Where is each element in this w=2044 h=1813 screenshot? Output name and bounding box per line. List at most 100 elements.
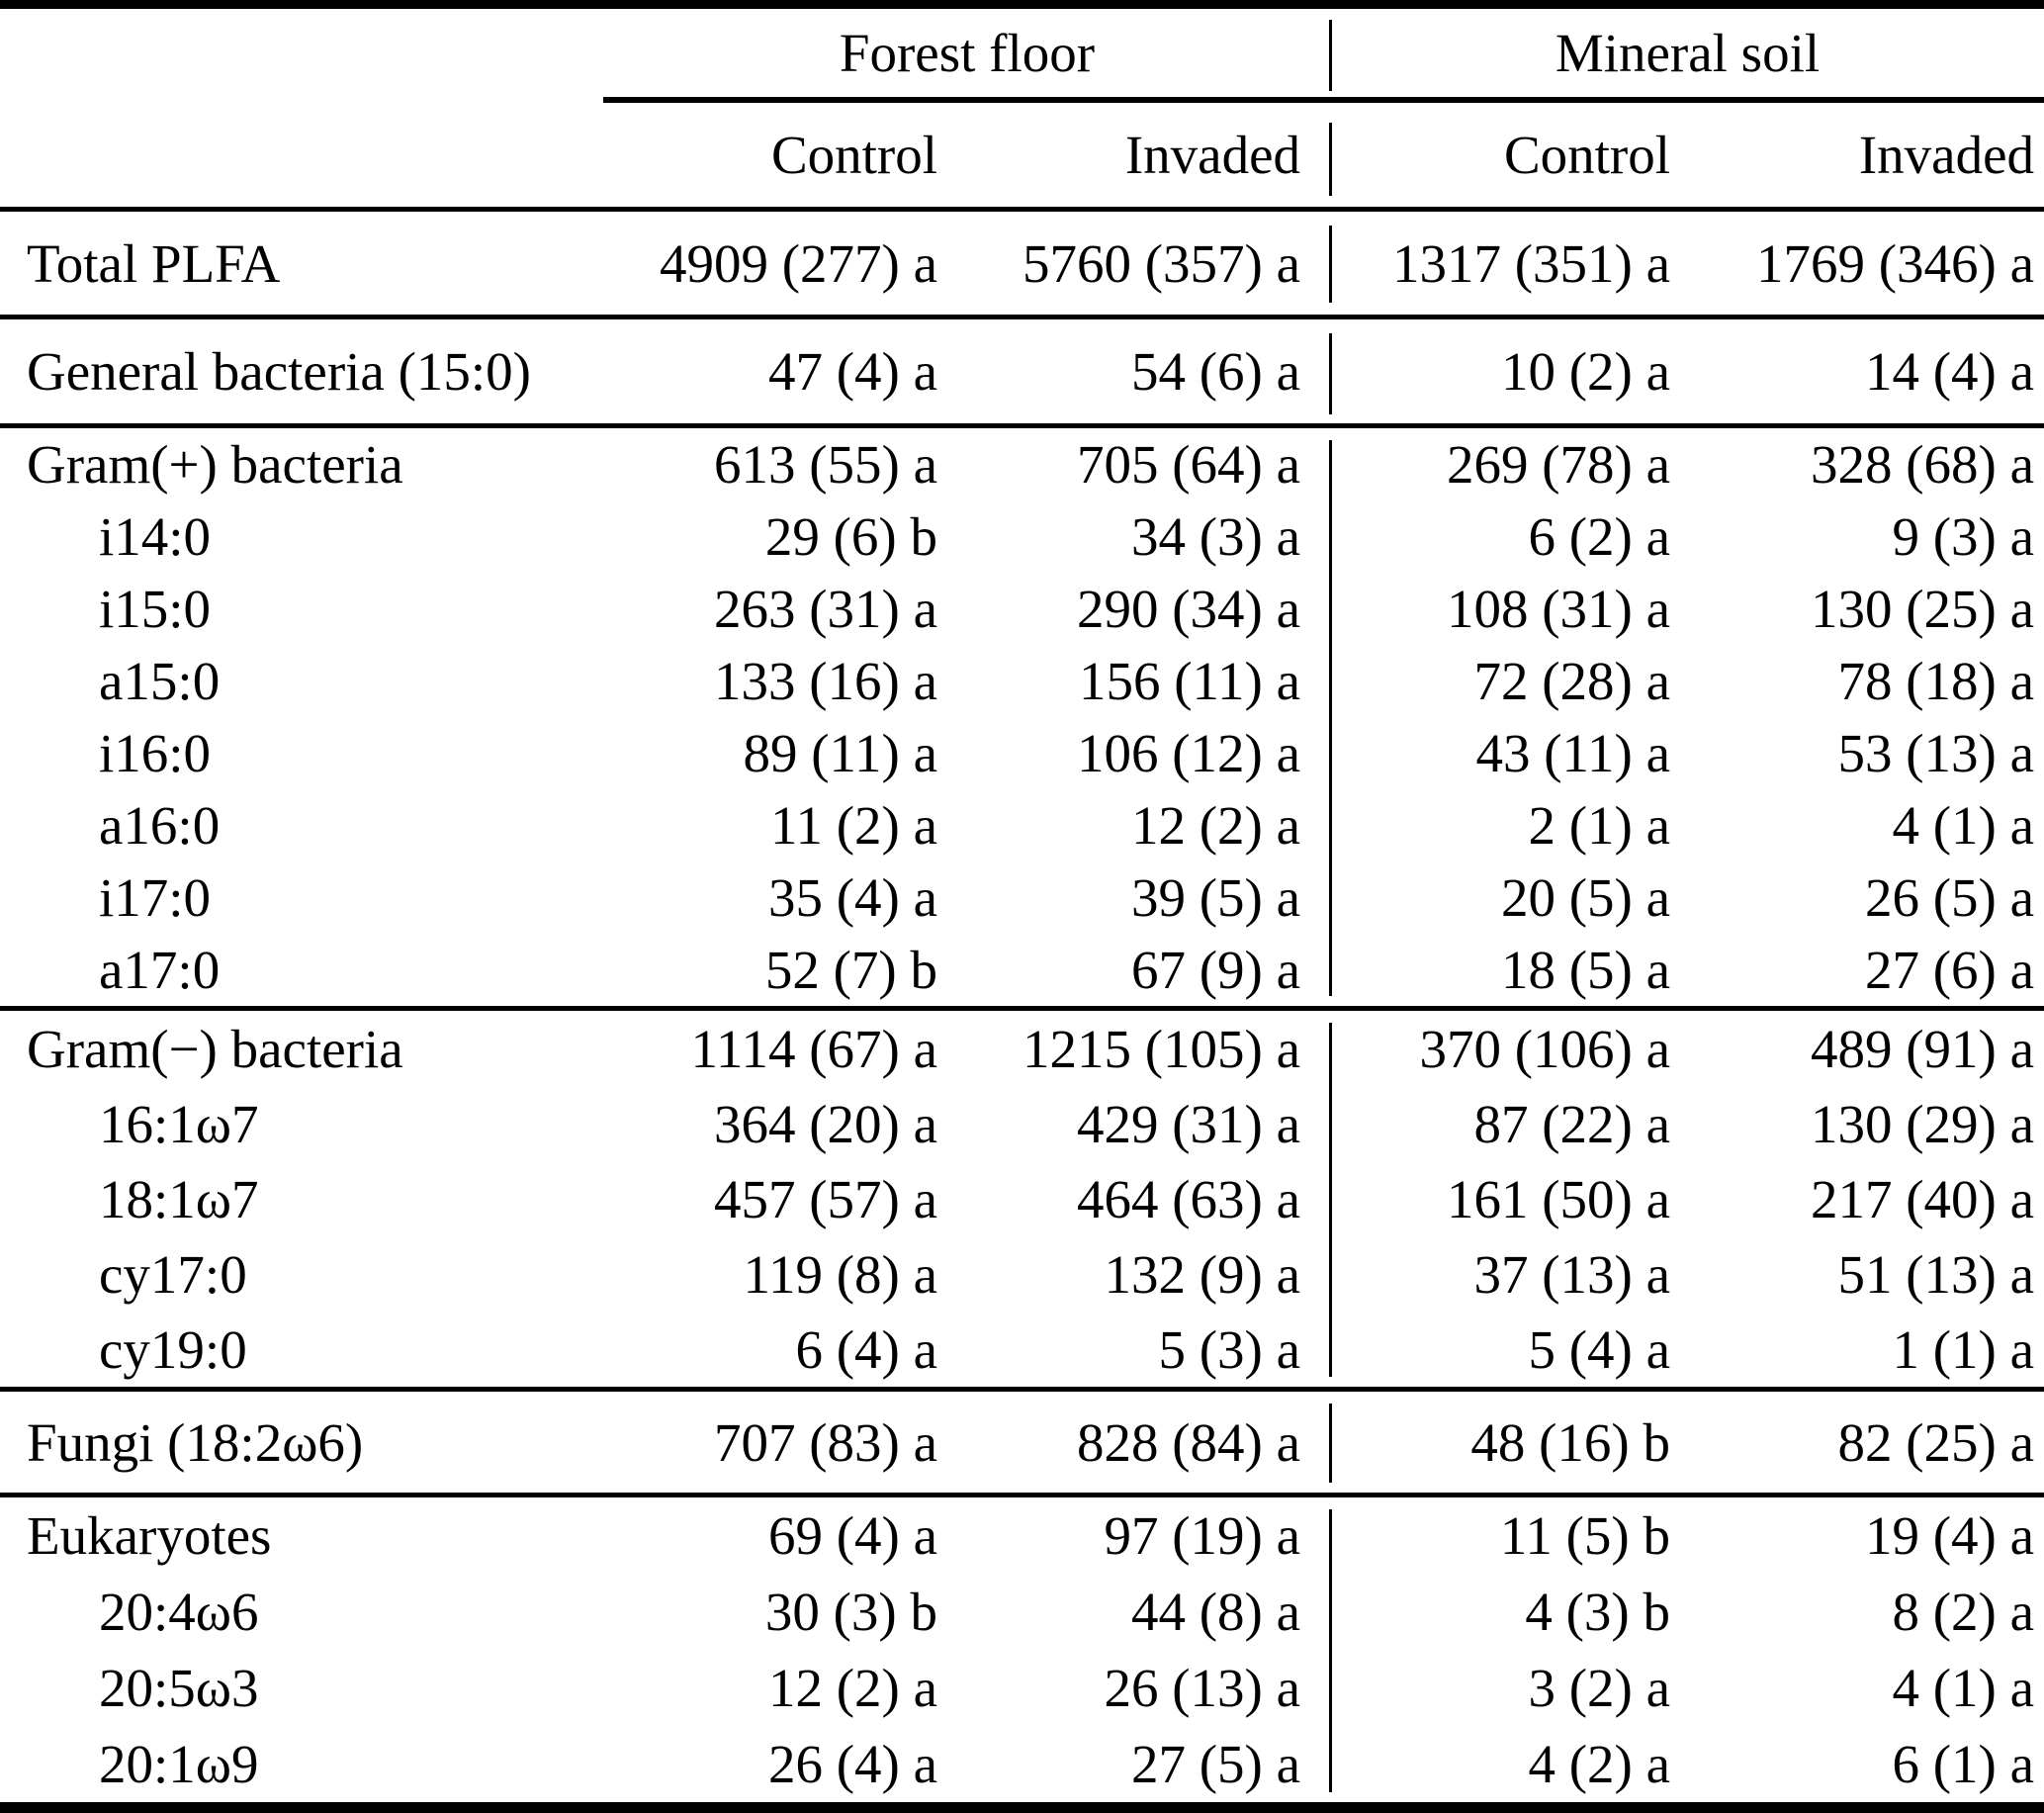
value-cell: 78 (18) a xyxy=(1837,651,2034,711)
rule xyxy=(0,207,2044,212)
empty-corner-cell xyxy=(0,9,603,97)
value-cell: 1317 (351) a xyxy=(1391,232,1670,294)
col-group-mineral-soil: Mineral soil xyxy=(1555,23,1821,83)
value-cell: 19 (4) a xyxy=(1864,1505,2034,1566)
value-cell: 161 (50) a xyxy=(1446,1168,1670,1229)
value-cell: 44 (8) a xyxy=(1130,1582,1300,1642)
group-header-row: Forest floor Mineral soil xyxy=(0,9,2044,97)
value-cell: 8 (2) a xyxy=(1892,1582,2034,1642)
value-cell: 156 (11) a xyxy=(1078,651,1300,711)
value-cell: 35 (4) a xyxy=(767,867,937,928)
table-row: cy19:0 6 (4) a 5 (3) a 5 (4) a 1 (1) a xyxy=(0,1312,2044,1387)
value-cell: 130 (29) a xyxy=(1810,1093,2034,1154)
section-rule-row xyxy=(0,1006,2044,1011)
value-cell: 489 (91) a xyxy=(1810,1018,2034,1079)
row-label: Eukaryotes xyxy=(27,1505,272,1566)
table-row: Eukaryotes 69 (4) a 97 (19) a 11 (5) b 1… xyxy=(0,1497,2044,1574)
bottom-rule-row xyxy=(0,1802,2044,1813)
value-cell: 18 (5) a xyxy=(1500,940,1670,1000)
value-cell: 26 (5) a xyxy=(1864,867,2034,928)
row-label: 20:4ω6 xyxy=(99,1582,259,1642)
value-cell: 11 (2) a xyxy=(769,795,937,856)
value-cell: 2 (1) a xyxy=(1528,795,1670,856)
table-row: Gram(−) bacteria 1114 (67) a 1215 (105) … xyxy=(0,1011,2044,1086)
section-rule-row xyxy=(0,1493,2044,1497)
value-cell: 269 (78) a xyxy=(1446,434,1670,495)
value-cell: 89 (11) a xyxy=(743,723,937,783)
column-divider-segment xyxy=(1329,333,1332,414)
subheader-row: Control Invaded Control Invaded xyxy=(0,103,2044,207)
value-cell: 12 (2) a xyxy=(767,1658,937,1718)
table-row: i14:0 29 (6) b 34 (3) a 6 (2) a 9 (3) a xyxy=(0,500,2044,573)
table-row: 18:1ω7 457 (57) a 464 (63) a 161 (50) a … xyxy=(0,1161,2044,1236)
value-cell: 263 (31) a xyxy=(713,579,937,639)
row-label: 16:1ω7 xyxy=(99,1093,259,1154)
row-label: 20:1ω9 xyxy=(99,1734,259,1794)
value-cell: 106 (12) a xyxy=(1076,723,1300,783)
row-label: Gram(−) bacteria xyxy=(27,1018,403,1079)
value-cell: 43 (11) a xyxy=(1475,723,1670,783)
value-cell: 828 (84) a xyxy=(1076,1411,1300,1473)
value-cell: 4909 (277) a xyxy=(659,232,937,294)
row-label: a15:0 xyxy=(99,651,221,711)
value-cell: 97 (19) a xyxy=(1104,1505,1300,1566)
value-cell: 82 (25) a xyxy=(1837,1411,2034,1473)
value-cell: 26 (13) a xyxy=(1104,1658,1300,1718)
section-rule-row xyxy=(0,1387,2044,1392)
row-label: i16:0 xyxy=(99,723,212,783)
value-cell: 108 (31) a xyxy=(1446,579,1670,639)
row-label: i14:0 xyxy=(99,506,212,567)
table-row: Total PLFA 4909 (277) a 5760 (357) a 131… xyxy=(0,212,2044,315)
value-cell: 14 (4) a xyxy=(1864,341,2034,402)
section-rule-row xyxy=(0,207,2044,212)
table-row: i15:0 263 (31) a 290 (34) a 108 (31) a 1… xyxy=(0,573,2044,645)
value-cell: 39 (5) a xyxy=(1130,867,1300,928)
value-cell: 37 (13) a xyxy=(1473,1243,1670,1305)
value-cell: 54 (6) a xyxy=(1130,341,1300,402)
table-row: General bacteria (15:0) 47 (4) a 54 (6) … xyxy=(0,319,2044,423)
value-cell: 10 (2) a xyxy=(1500,341,1670,402)
value-cell: 328 (68) a xyxy=(1810,434,2034,495)
value-cell: 27 (6) a xyxy=(1864,940,2034,1000)
column-divider-segment xyxy=(1329,1509,1332,1792)
value-cell: 9 (3) a xyxy=(1892,506,2034,567)
value-cell: 464 (63) a xyxy=(1076,1168,1300,1229)
table-row: i17:0 35 (4) a 39 (5) a 20 (5) a 26 (5) … xyxy=(0,861,2044,934)
value-cell: 613 (55) a xyxy=(713,434,937,495)
value-cell: 72 (28) a xyxy=(1473,651,1670,711)
subheader-ms-invaded: Invaded xyxy=(1858,125,2034,185)
value-cell: 364 (20) a xyxy=(713,1093,937,1154)
empty-cell xyxy=(0,103,603,207)
row-label: a16:0 xyxy=(99,795,221,856)
value-cell: 4 (2) a xyxy=(1528,1734,1670,1794)
value-cell: 6 (1) a xyxy=(1892,1734,2034,1794)
top-rule-row xyxy=(0,0,2044,9)
value-cell: 429 (31) a xyxy=(1076,1093,1300,1154)
section-rule-row xyxy=(0,315,2044,319)
column-divider-segment xyxy=(1329,1023,1332,1377)
col-group-forest-floor: Forest floor xyxy=(839,23,1096,83)
value-cell: 1215 (105) a xyxy=(1022,1018,1300,1079)
value-cell: 1 (1) a xyxy=(1892,1318,2034,1380)
value-cell: 48 (16) b xyxy=(1470,1411,1670,1473)
value-cell: 87 (22) a xyxy=(1473,1093,1670,1154)
bottom-rule xyxy=(0,1802,2044,1813)
rule xyxy=(0,1387,2044,1392)
table-row: a16:0 11 (2) a 12 (2) a 2 (1) a 4 (1) a xyxy=(0,789,2044,861)
table-row: 16:1ω7 364 (20) a 429 (31) a 87 (22) a 1… xyxy=(0,1086,2044,1161)
rule xyxy=(0,423,2044,428)
value-cell: 67 (9) a xyxy=(1130,940,1300,1000)
rule xyxy=(0,1493,2044,1497)
row-label: General bacteria (15:0) xyxy=(27,341,531,402)
column-divider-segment xyxy=(1329,1404,1332,1483)
subheader-ff-control: Control xyxy=(770,125,937,185)
value-cell: 217 (40) a xyxy=(1810,1168,2034,1229)
value-cell: 12 (2) a xyxy=(1130,795,1300,856)
section-rule-row xyxy=(0,423,2044,428)
table-row: Fungi (18:2ω6) 707 (83) a 828 (84) a 48 … xyxy=(0,1392,2044,1493)
row-label: i17:0 xyxy=(99,867,212,928)
value-cell: 4 (1) a xyxy=(1892,1658,2034,1718)
value-cell: 11 (5) b xyxy=(1499,1505,1670,1566)
table-row: 20:5ω3 12 (2) a 26 (13) a 3 (2) a 4 (1) … xyxy=(0,1650,2044,1726)
value-cell: 20 (5) a xyxy=(1500,867,1670,928)
